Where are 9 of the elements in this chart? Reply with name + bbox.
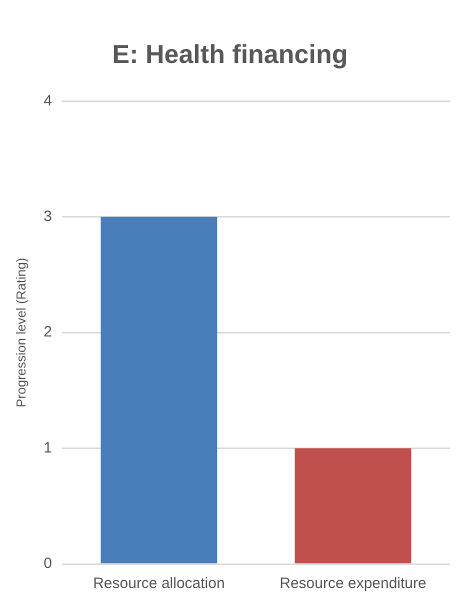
y-tick-label: 0 <box>44 555 52 572</box>
y-tick-label: 1 <box>44 439 52 456</box>
y-tick-label: 4 <box>44 92 52 110</box>
y-tick-label: 3 <box>44 208 52 226</box>
x-tick-label: Resource expenditure <box>280 575 426 592</box>
chart-title: E: Health financing <box>112 38 348 69</box>
y-tick-label: 2 <box>44 324 52 341</box>
x-tick-label: Resource allocation <box>93 575 225 592</box>
y-axis-title: Progression level (Rating) <box>13 258 28 408</box>
